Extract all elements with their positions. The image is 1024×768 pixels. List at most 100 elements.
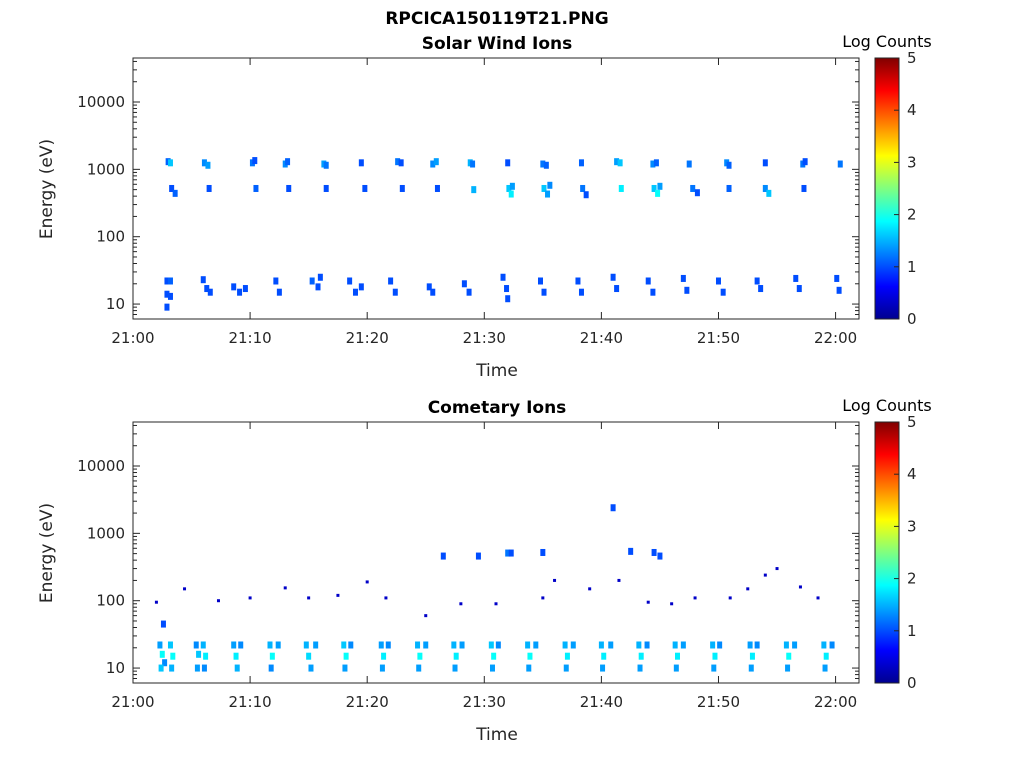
x-tick-label: 21:50 [697, 329, 740, 347]
heatmap-cell [766, 189, 772, 197]
heatmap-cell [749, 652, 755, 660]
y-tick-label: 1000 [87, 160, 125, 178]
heatmap-cell [273, 277, 279, 285]
heatmap-cell [164, 290, 170, 298]
heatmap-cell [238, 641, 244, 649]
heatmap-cell [206, 184, 212, 192]
heatmap-cell [775, 567, 779, 571]
heatmap-cell [313, 641, 319, 649]
x-tick-label: 21:40 [580, 693, 623, 711]
heatmap-cell [802, 158, 808, 166]
x-tick-label: 22:00 [814, 329, 857, 347]
y-axis-label-solar-wind: Energy (eV) [37, 139, 57, 239]
heatmap-cell [433, 158, 439, 166]
heatmap-cell [392, 288, 398, 296]
x-tick-label: 22:00 [814, 693, 857, 711]
heatmap-cell [564, 652, 570, 660]
heatmap-cell [545, 190, 551, 198]
heatmap-cell [694, 189, 700, 197]
colorbar-cometary: 0 1 2 3 4 5 [874, 413, 917, 692]
heatmap-cell [158, 664, 164, 672]
heatmap-cell [167, 641, 173, 649]
heatmap-cell [307, 596, 311, 600]
heatmap-cell [323, 184, 329, 192]
heatmap-cell [670, 602, 674, 606]
y-ticks-cometary: 10 100 1000 10000 [77, 424, 859, 684]
heatmap-cell [285, 158, 291, 166]
x-tick-label: 21:30 [463, 693, 506, 711]
heatmap-cell [508, 190, 514, 198]
heatmap-cell [242, 285, 248, 293]
heatmap-cell [347, 277, 353, 285]
heatmap-cell [686, 160, 692, 168]
y-tick-label: 100 [96, 228, 125, 246]
heatmap-cell [525, 641, 531, 649]
heatmap-cell [675, 652, 680, 660]
x-tick-label: 21:10 [228, 329, 271, 347]
heatmap-cell [237, 288, 243, 296]
heatmap-cell [385, 641, 391, 649]
heatmap-cell [164, 277, 170, 285]
heatmap-cell [417, 652, 423, 660]
heatmap-cell [488, 641, 494, 649]
heatmap-cell [628, 547, 634, 555]
colorbar-title-cometary: Log Counts [842, 396, 932, 415]
heatmap-cell [540, 160, 546, 168]
heatmap-cell [540, 548, 546, 556]
heatmap-cell [343, 652, 349, 660]
heatmap-cell [395, 158, 401, 166]
heatmap-cell [216, 599, 220, 603]
heatmap-cell [248, 596, 252, 600]
heatmap-cell [207, 288, 213, 296]
panel-title-cometary: Cometary Ions [428, 398, 567, 418]
figure-main-title: RPCICA150119T21.PNG [385, 9, 608, 29]
heatmap-cell [786, 652, 792, 660]
colorbar-solar-wind: 0 1 2 3 4 5 [874, 49, 917, 328]
heatmap-cell [204, 285, 210, 293]
x-ticks-solar-wind: 21:00 21:10 21:20 21:30 21:40 21:50 22:00 [111, 58, 857, 347]
heatmap-cell [167, 277, 173, 285]
heatmap-cell [543, 161, 549, 169]
heatmap-cell [562, 641, 568, 649]
heatmap-cell [746, 587, 750, 591]
heatmap-cell [541, 596, 545, 600]
heatmap-cell [720, 288, 726, 296]
x-tick-label: 21:40 [580, 329, 623, 347]
heatmap-cell [614, 285, 620, 293]
x-tick-label: 21:20 [346, 329, 389, 347]
heatmap-cell [315, 283, 321, 291]
heatmap-cell [583, 191, 589, 199]
heatmap-cell [159, 650, 165, 658]
heatmap-cell [201, 159, 207, 167]
y-tick-label: 10 [106, 295, 125, 313]
heatmap-cell [508, 549, 514, 557]
x-axis-label-cometary: Time [475, 725, 518, 745]
heatmap-cell [655, 189, 661, 197]
heatmap-cell [323, 161, 329, 169]
heatmap-cell [451, 641, 457, 649]
heatmap-cell [196, 650, 202, 658]
heatmap-cell [798, 585, 802, 589]
heatmap-cell [693, 596, 697, 600]
heatmap-cell [637, 664, 643, 672]
heatmap-cell [283, 586, 287, 590]
heatmap-cell [233, 652, 239, 660]
heatmap-cell [690, 184, 696, 192]
heatmap-cells-solar-wind [164, 157, 843, 311]
heatmap-cell [726, 184, 732, 192]
colorbar-tick-label: 0 [907, 674, 917, 692]
heatmap-cell [617, 578, 621, 582]
heatmap-cell [783, 641, 789, 649]
heatmap-cell [276, 288, 282, 296]
heatmap-cell [306, 652, 312, 660]
x-axis-label-solar-wind: Time [475, 361, 518, 381]
heatmap-cell [426, 283, 432, 291]
heatmap-cell [762, 159, 768, 167]
heatmap-cell [475, 552, 481, 560]
heatmap-cell [317, 273, 323, 281]
heatmap-cell [194, 664, 200, 672]
heatmap-cell [673, 664, 679, 672]
heatmap-cell [553, 578, 557, 582]
heatmap-cell [358, 159, 364, 167]
